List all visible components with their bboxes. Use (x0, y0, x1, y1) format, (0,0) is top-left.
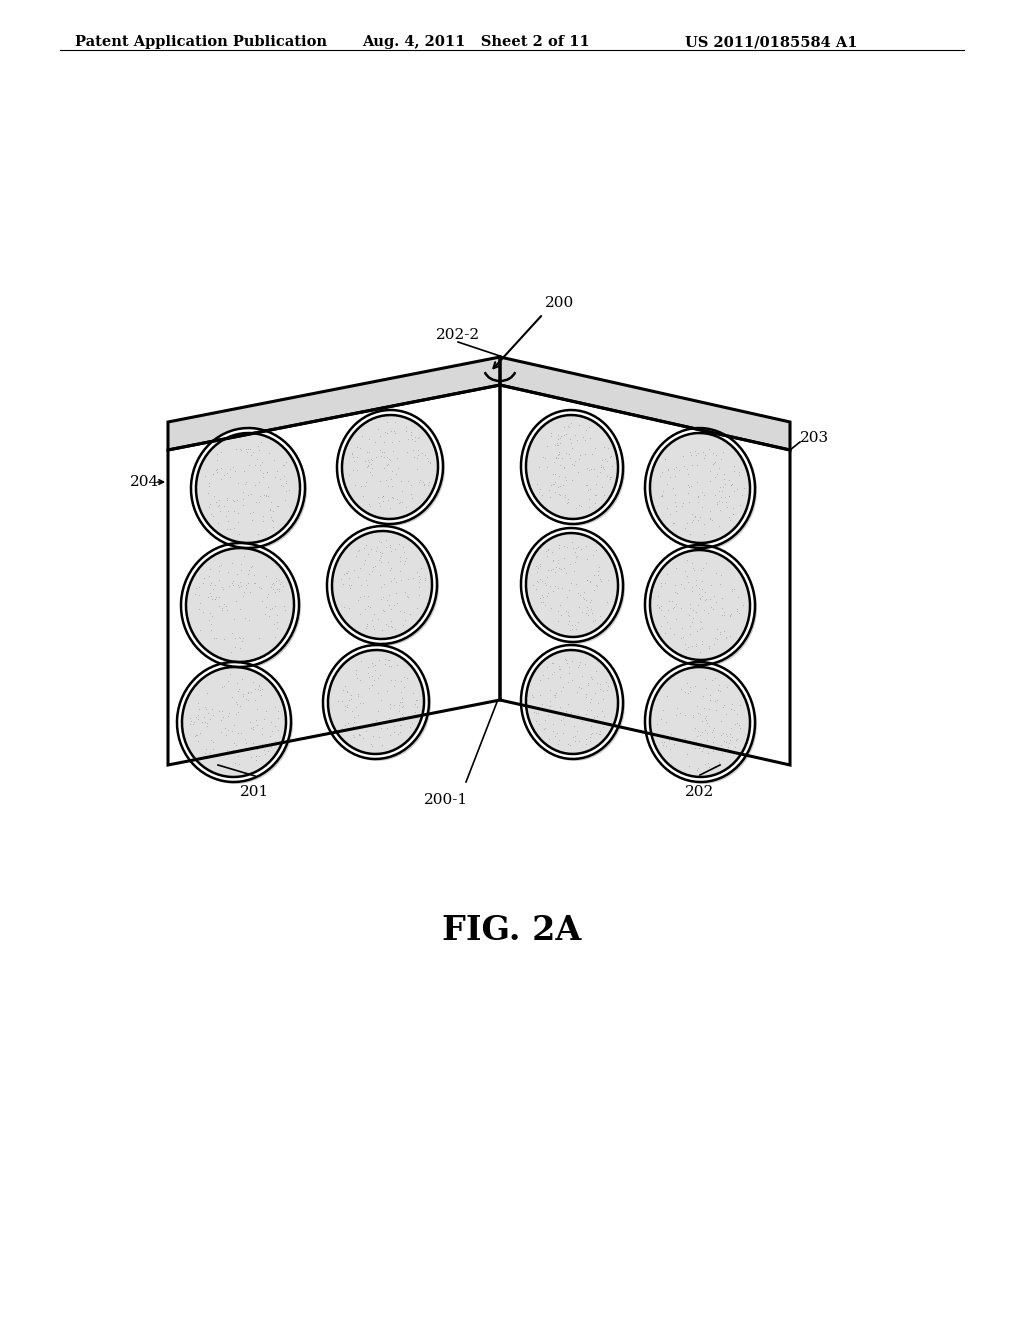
Ellipse shape (339, 412, 445, 525)
Ellipse shape (523, 412, 625, 525)
Ellipse shape (647, 430, 757, 550)
Ellipse shape (179, 664, 293, 784)
Text: 201: 201 (241, 785, 269, 799)
Ellipse shape (332, 531, 432, 639)
Ellipse shape (323, 645, 429, 759)
Text: 202-2: 202-2 (436, 327, 480, 342)
Polygon shape (500, 356, 790, 450)
Text: 200-1: 200-1 (424, 793, 468, 807)
Text: 203: 203 (800, 432, 829, 445)
Ellipse shape (342, 414, 438, 519)
Text: 202: 202 (685, 785, 715, 799)
Ellipse shape (186, 548, 294, 663)
Ellipse shape (647, 546, 757, 667)
Text: 204: 204 (130, 475, 160, 488)
Ellipse shape (521, 645, 623, 759)
Ellipse shape (521, 411, 623, 524)
Ellipse shape (645, 545, 755, 665)
Ellipse shape (328, 649, 424, 754)
Ellipse shape (647, 664, 757, 784)
Ellipse shape (526, 414, 618, 519)
Ellipse shape (193, 430, 307, 550)
Ellipse shape (329, 528, 439, 645)
Ellipse shape (183, 545, 301, 669)
Ellipse shape (177, 663, 291, 781)
Polygon shape (168, 385, 500, 766)
Ellipse shape (526, 533, 618, 638)
Ellipse shape (650, 550, 750, 660)
Ellipse shape (325, 647, 431, 762)
Ellipse shape (645, 663, 755, 781)
Polygon shape (500, 385, 790, 766)
Text: FIG. 2A: FIG. 2A (442, 913, 582, 946)
Text: Aug. 4, 2011   Sheet 2 of 11: Aug. 4, 2011 Sheet 2 of 11 (362, 36, 590, 49)
Text: 200: 200 (545, 296, 574, 310)
Ellipse shape (521, 528, 623, 642)
Ellipse shape (181, 543, 299, 667)
Ellipse shape (645, 428, 755, 548)
Ellipse shape (191, 428, 305, 548)
Ellipse shape (526, 649, 618, 754)
Ellipse shape (182, 667, 286, 777)
Ellipse shape (523, 647, 625, 760)
Text: Patent Application Publication: Patent Application Publication (75, 36, 327, 49)
Ellipse shape (523, 531, 625, 644)
Ellipse shape (337, 411, 443, 524)
Ellipse shape (196, 433, 300, 543)
Ellipse shape (650, 667, 750, 777)
Text: US 2011/0185584 A1: US 2011/0185584 A1 (685, 36, 857, 49)
Ellipse shape (650, 433, 750, 543)
Ellipse shape (327, 525, 437, 644)
Polygon shape (168, 356, 500, 450)
